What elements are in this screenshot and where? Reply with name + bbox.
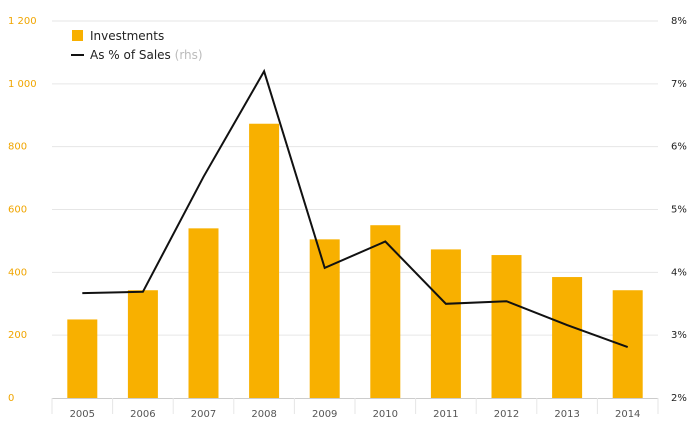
y-right-tick-label: 6% xyxy=(671,142,687,153)
x-tick-label: 2014 xyxy=(615,409,640,420)
bar xyxy=(249,123,280,399)
x-tick-label: 2007 xyxy=(191,409,216,420)
x-tick-label: 2008 xyxy=(251,409,276,420)
legend: Investments As % of Sales (rhs) xyxy=(71,29,203,62)
legend-label-investments: Investments xyxy=(90,29,164,43)
x-tick-label: 2012 xyxy=(494,409,519,420)
y-left-tick-label: 1 000 xyxy=(8,79,37,90)
y-right-tick-label: 7% xyxy=(671,79,687,90)
y-left-tick-label: 800 xyxy=(8,142,27,153)
legend-swatch-investments xyxy=(72,30,83,41)
bar xyxy=(552,277,583,398)
x-tick-label: 2013 xyxy=(554,409,579,420)
y-right-tick-label: 3% xyxy=(671,330,687,341)
x-tick-label: 2009 xyxy=(312,409,337,420)
legend-label-percent-suffix: (rhs) xyxy=(175,48,203,62)
legend-label-percent-name: As % of Sales xyxy=(90,48,171,62)
line-series xyxy=(82,68,629,349)
x-tick-label: 2005 xyxy=(70,409,95,420)
bar xyxy=(127,290,158,398)
y-left-tick-label: 1 200 xyxy=(8,16,37,27)
y-left-tick-label: 0 xyxy=(8,393,14,404)
bar xyxy=(67,319,98,398)
y-right-tick-label: 2% xyxy=(671,393,687,404)
x-tick-label: 2006 xyxy=(130,409,155,420)
bar xyxy=(430,249,461,398)
y-left-tick-label: 600 xyxy=(8,205,27,216)
x-tick-label: 2010 xyxy=(373,409,398,420)
axes: 0 200 400 600 800 1 000 1 200 2% 3% 4% 5% 6% 7% 8% 200… xyxy=(8,16,687,420)
bars xyxy=(67,123,643,399)
bar xyxy=(370,225,401,398)
bar xyxy=(491,255,522,398)
bar xyxy=(188,228,219,398)
y-right-tick-label: 5% xyxy=(671,205,687,216)
percent-of-sales-line xyxy=(82,68,629,349)
y-left-tick-label: 400 xyxy=(8,267,27,278)
y-right-tick-label: 8% xyxy=(671,16,687,27)
y-right-tick-label: 4% xyxy=(671,267,687,278)
y-left-tick-label: 200 xyxy=(8,330,27,341)
legend-label-percent: As % of Sales (rhs) xyxy=(90,48,203,62)
x-tick-label: 2011 xyxy=(433,409,458,420)
